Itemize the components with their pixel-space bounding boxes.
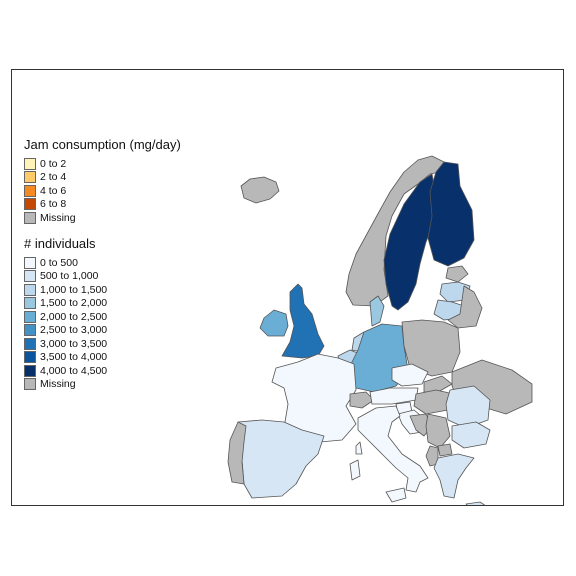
legend-label: Missing: [40, 378, 76, 391]
country-slovakia[interactable]: Slovakia: Missing: [423, 375, 453, 393]
country-shape-italy[interactable]: [357, 405, 429, 493]
legend-item: 4 to 6: [24, 184, 181, 198]
legend-item: Missing: [24, 211, 181, 225]
legend-item: 6 to 8: [24, 198, 181, 212]
country-shape-czechia[interactable]: [391, 363, 429, 387]
legend-swatch: [24, 256, 36, 269]
country-portugal[interactable]: Portugal: Missing: [227, 421, 247, 485]
legend-item: 500 to 1,000: [24, 270, 107, 284]
country-united-kingdom[interactable]: United Kingdom: 3,000 to 3,500: [281, 283, 325, 359]
country-shape-iceland[interactable]: [240, 176, 280, 204]
legend-swatch: [24, 337, 36, 350]
legend-item: 2,000 to 2,500: [24, 310, 107, 324]
country-shape-bulgaria[interactable]: [451, 421, 491, 449]
country-shape-austria[interactable]: [369, 387, 419, 405]
legend-swatch: [24, 364, 36, 377]
legend-swatch: [24, 211, 36, 224]
legend-label: 500 to 1,000: [40, 270, 99, 283]
legend-label: 2 to 4: [40, 171, 67, 184]
country-iceland[interactable]: Iceland: Missing: [240, 176, 280, 204]
legend-item: 2,500 to 3,000: [24, 324, 107, 338]
country-denmark[interactable]: Denmark: 1,500 to 2,000: [369, 295, 385, 327]
country-poland[interactable]: Poland: Missing: [401, 319, 461, 377]
country-shape-albania[interactable]: [425, 445, 439, 467]
country-greece[interactable]: Greece: 500 to 1,000: [433, 453, 486, 506]
country-italy[interactable]: Italy: 0 to 500: [349, 405, 429, 503]
country-shape-poland[interactable]: [401, 319, 461, 377]
country-shape-serbia[interactable]: [425, 413, 451, 449]
legend-title: Jam consumption (mg/day): [24, 137, 181, 152]
country-bulgaria[interactable]: Bulgaria: 500 to 1,000: [451, 421, 491, 449]
legend-label: 2,000 to 2,500: [40, 310, 108, 323]
country-shape-italy[interactable]: [385, 487, 407, 503]
legend-swatch: [24, 310, 36, 323]
legend-label: 4,000 to 4,500: [40, 364, 108, 377]
legend-item: 3,000 to 3,500: [24, 337, 107, 351]
legend-individuals: # individuals 0 to 500 500 to 1,000 1,000 …: [24, 236, 107, 391]
legend-swatch: [24, 378, 36, 391]
country-shape-belarus[interactable]: [447, 285, 483, 329]
legend-item: 0 to 2: [24, 157, 181, 171]
country-shape-slovakia[interactable]: [423, 375, 453, 393]
country-austria[interactable]: Austria: 0 to 500: [369, 387, 419, 405]
legend-item: 1,000 to 1,500: [24, 283, 107, 297]
legend-swatch: [24, 184, 36, 197]
legend-item: Missing: [24, 378, 107, 392]
legend-label: 2,500 to 3,000: [40, 324, 108, 337]
country-shape-greece[interactable]: [465, 501, 486, 506]
country-finland[interactable]: Finland: 4,000 to 4,500: [427, 161, 475, 267]
country-shape-finland[interactable]: [427, 161, 475, 267]
country-serbia[interactable]: Serbia: Missing: [425, 413, 451, 449]
country-belarus[interactable]: Belarus: Missing: [447, 285, 483, 329]
country-shape-united-kingdom[interactable]: [281, 283, 325, 359]
map-frame: Iceland: MissingNorway: MissingSweden: 4…: [11, 69, 564, 506]
country-shape-italy[interactable]: [349, 459, 361, 481]
country-shape-greece[interactable]: [433, 453, 475, 499]
country-ireland[interactable]: Ireland: 2,000 to 2,500: [259, 309, 289, 337]
legend-label: 0 to 2: [40, 157, 67, 170]
legend-label: 6 to 8: [40, 198, 67, 211]
legend-swatch: [24, 270, 36, 283]
country-north-macedonia[interactable]: North Macedonia: Missing: [437, 443, 453, 457]
legend-item: 0 to 500: [24, 256, 107, 270]
country-shape-denmark[interactable]: [369, 295, 385, 327]
europe-map[interactable]: Iceland: MissingNorway: MissingSweden: 4…: [12, 70, 564, 506]
legend-swatch: [24, 171, 36, 184]
legend-label: 3,500 to 4,000: [40, 351, 108, 364]
country-albania[interactable]: Albania: Missing: [425, 445, 439, 467]
country-switzerland[interactable]: Switzerland: Missing: [349, 391, 375, 409]
country-shape-estonia[interactable]: [445, 265, 469, 283]
country-shape-ireland[interactable]: [259, 309, 289, 337]
legend-item: 4,000 to 4,500: [24, 364, 107, 378]
legend-label: Missing: [40, 211, 76, 224]
legend-swatch: [24, 351, 36, 364]
legend-swatch: [24, 324, 36, 337]
legend-label: 0 to 500: [40, 256, 78, 269]
legend-swatch: [24, 297, 36, 310]
legend-label: 4 to 6: [40, 184, 67, 197]
country-estonia[interactable]: Estonia: Missing: [445, 265, 469, 283]
legend-title: # individuals: [24, 236, 96, 251]
country-shape-north-macedonia[interactable]: [437, 443, 453, 457]
legend-item: 2 to 4: [24, 171, 181, 185]
legend-swatch: [24, 283, 36, 296]
legend-label: 3,000 to 3,500: [40, 337, 108, 350]
legend-swatch: [24, 198, 36, 211]
legend-item: 3,500 to 4,000: [24, 351, 107, 365]
legend-label: 1,500 to 2,000: [40, 297, 108, 310]
legend-item: 1,500 to 2,000: [24, 297, 107, 311]
legend-label: 1,000 to 1,500: [40, 283, 108, 296]
country-shape-italy[interactable]: [355, 441, 363, 455]
country-czechia[interactable]: Czechia: 0 to 500: [391, 363, 429, 387]
country-shape-portugal[interactable]: [227, 421, 247, 485]
legend-swatch: [24, 157, 36, 170]
country-shape-switzerland[interactable]: [349, 391, 375, 409]
